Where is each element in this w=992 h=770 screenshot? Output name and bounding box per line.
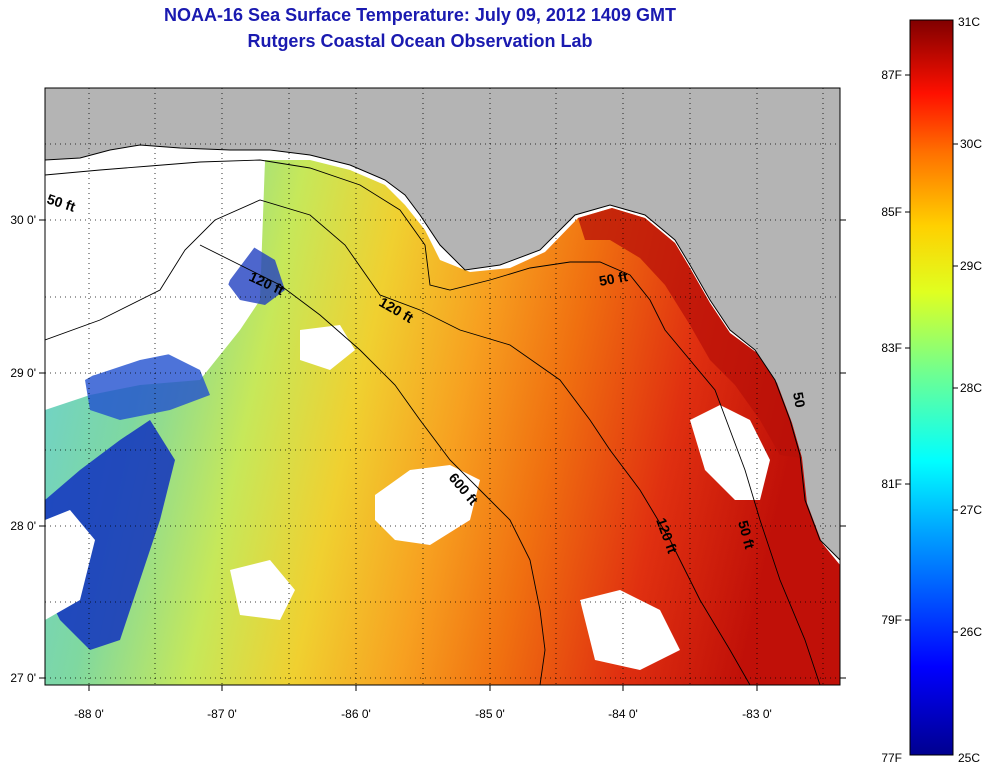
lat-tick-label: 30 0' [10, 213, 36, 227]
lon-tick-label: -87 0' [207, 707, 237, 721]
colorbar-fahrenheit-label: 77F [881, 751, 902, 765]
cloud-patch-2 [375, 465, 480, 545]
lat-tick-label: 28 0' [10, 519, 36, 533]
colorbar-fahrenheit-label: 87F [881, 68, 902, 82]
cloud-patch-7 [230, 560, 295, 620]
colorbar-celsius-label: 31C [958, 15, 980, 29]
contour-120ft [45, 199, 751, 685]
lon-tick-label: -83 0' [742, 707, 772, 721]
lat-tick-label: 27 0' [10, 671, 36, 685]
contour-label-50-coast: 50 [790, 391, 808, 409]
cloud-patch-4 [580, 590, 680, 670]
land-area [45, 88, 840, 560]
warm-coastal-band [578, 208, 802, 458]
lon-tick-label: -84 0' [608, 707, 638, 721]
lon-tick-label: -86 0' [341, 707, 371, 721]
axis-ticks [39, 219, 846, 691]
colorbar-celsius-label: 29C [960, 259, 982, 273]
cloud-patch-6 [300, 325, 355, 370]
sst-field [45, 160, 840, 685]
colorbar-fahrenheit-label: 81F [881, 477, 902, 491]
colorbar-celsius-label: 30C [960, 137, 982, 151]
colorbar-fahrenheit-label: 83F [881, 341, 902, 355]
contour-label-50ft-south: 50 ft [735, 519, 758, 551]
lon-tick-label: -85 0' [475, 707, 505, 721]
colorbar-ticks [905, 74, 958, 633]
cloud-patch-3 [690, 405, 770, 500]
colorbar [909, 19, 954, 756]
plot-frame [44, 87, 841, 686]
contour-label-50ft-bigbend: 50 ft [598, 268, 629, 289]
coastline [45, 144, 840, 561]
colorbar-celsius-label: 27C [960, 503, 982, 517]
cloud-patch-5 [45, 510, 95, 620]
cloud-patch-1 [45, 160, 265, 385]
lon-tick-label: -88 0' [74, 707, 104, 721]
lat-tick-label: 29 0' [10, 366, 36, 380]
map-subtitle: Rutgers Coastal Ocean Observation Lab [247, 31, 593, 51]
colorbar-fahrenheit-label: 85F [881, 205, 902, 219]
contour-600ft [199, 244, 546, 685]
colorbar-celsius-label: 25C [958, 751, 980, 765]
contour-50ft-north [45, 159, 821, 685]
colorbar-celsius-label: 26C [960, 625, 982, 639]
colorbar-fahrenheit-label: 79F [881, 613, 902, 627]
map-title: NOAA-16 Sea Surface Temperature: July 09… [164, 5, 676, 25]
colorbar-celsius-label: 28C [960, 381, 982, 395]
